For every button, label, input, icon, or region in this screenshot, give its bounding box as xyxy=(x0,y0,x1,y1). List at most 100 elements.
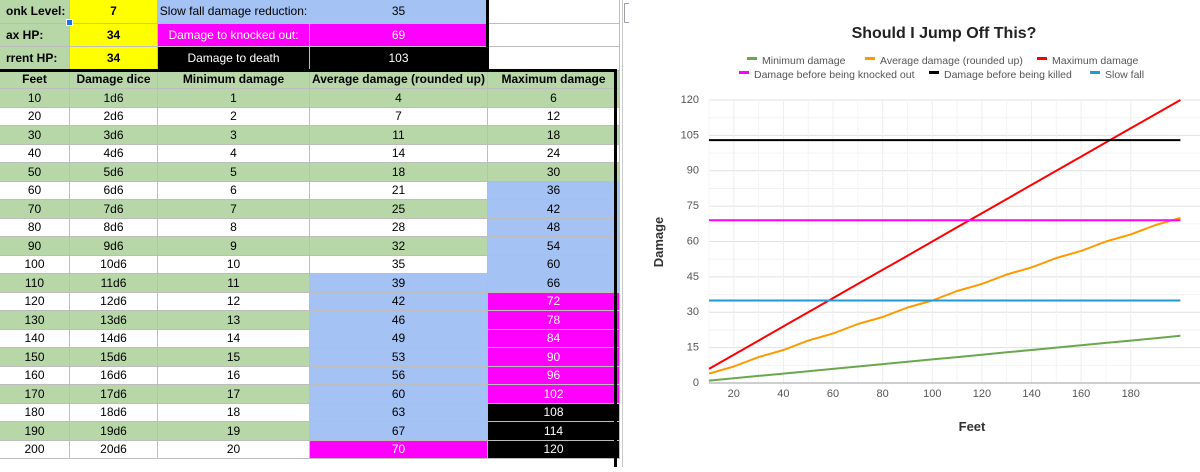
dice-cell[interactable]: 19d6 xyxy=(70,422,158,441)
empty-cell[interactable] xyxy=(488,23,620,47)
info-value-cell[interactable]: 34 xyxy=(70,47,158,71)
dice-cell[interactable]: 7d6 xyxy=(70,200,158,219)
avg-damage-cell[interactable]: 53 xyxy=(310,348,488,367)
avg-damage-cell[interactable]: 25 xyxy=(310,200,488,219)
min-damage-cell[interactable]: 16 xyxy=(158,366,310,385)
min-damage-cell[interactable]: 5 xyxy=(158,163,310,182)
feet-cell[interactable]: 110 xyxy=(0,274,70,293)
dice-cell[interactable]: 5d6 xyxy=(70,163,158,182)
info-label-cell[interactable]: Damage to knocked out: xyxy=(158,23,310,47)
dice-cell[interactable]: 15d6 xyxy=(70,348,158,367)
feet-cell[interactable]: 30 xyxy=(0,126,70,145)
min-damage-cell[interactable]: 4 xyxy=(158,144,310,163)
feet-cell[interactable]: 10 xyxy=(0,89,70,108)
avg-damage-cell[interactable]: 46 xyxy=(310,311,488,330)
dice-cell[interactable]: 4d6 xyxy=(70,144,158,163)
min-damage-cell[interactable]: 9 xyxy=(158,237,310,256)
info-value-cell[interactable]: 69 xyxy=(310,23,488,47)
min-damage-cell[interactable]: 11 xyxy=(158,274,310,293)
max-damage-cell[interactable]: 108 xyxy=(488,403,620,422)
min-damage-cell[interactable]: 17 xyxy=(158,385,310,404)
max-damage-cell[interactable]: 18 xyxy=(488,126,620,145)
avg-damage-cell[interactable]: 39 xyxy=(310,274,488,293)
dice-cell[interactable]: 10d6 xyxy=(70,255,158,274)
avg-damage-cell[interactable]: 49 xyxy=(310,329,488,348)
dice-cell[interactable]: 16d6 xyxy=(70,366,158,385)
feet-cell[interactable]: 160 xyxy=(0,366,70,385)
column-header[interactable]: Maximum damage xyxy=(488,70,620,89)
avg-damage-cell[interactable]: 67 xyxy=(310,422,488,441)
feet-cell[interactable]: 90 xyxy=(0,237,70,256)
column-header[interactable]: Damage dice xyxy=(70,70,158,89)
dice-cell[interactable]: 11d6 xyxy=(70,274,158,293)
info-label-cell[interactable]: Damage to death xyxy=(158,47,310,71)
dice-cell[interactable]: 2d6 xyxy=(70,107,158,126)
selection-handle[interactable] xyxy=(66,19,73,26)
info-value-cell[interactable]: 34 xyxy=(70,23,158,47)
dice-cell[interactable]: 9d6 xyxy=(70,237,158,256)
max-damage-cell[interactable]: 102 xyxy=(488,385,620,404)
column-header[interactable]: Feet xyxy=(0,70,70,89)
info-label-cell[interactable]: ax HP: xyxy=(0,23,70,47)
chart-panel[interactable]: Should I Jump Off This? Minimum damage Ave… xyxy=(629,0,1200,467)
dice-cell[interactable]: 13d6 xyxy=(70,311,158,330)
avg-damage-cell[interactable]: 11 xyxy=(310,126,488,145)
feet-cell[interactable]: 130 xyxy=(0,311,70,330)
feet-cell[interactable]: 140 xyxy=(0,329,70,348)
feet-cell[interactable]: 80 xyxy=(0,218,70,237)
avg-damage-cell[interactable]: 60 xyxy=(310,385,488,404)
info-label-cell[interactable]: rrent HP: xyxy=(0,47,70,71)
max-damage-cell[interactable]: 90 xyxy=(488,348,620,367)
feet-cell[interactable]: 170 xyxy=(0,385,70,404)
line-chart[interactable]: Should I Jump Off This? Minimum damage Ave… xyxy=(629,0,1200,467)
min-damage-cell[interactable]: 8 xyxy=(158,218,310,237)
dice-cell[interactable]: 6d6 xyxy=(70,181,158,200)
feet-cell[interactable]: 150 xyxy=(0,348,70,367)
feet-cell[interactable]: 20 xyxy=(0,107,70,126)
max-damage-cell[interactable]: 114 xyxy=(488,422,620,441)
min-damage-cell[interactable]: 1 xyxy=(158,89,310,108)
feet-cell[interactable]: 70 xyxy=(0,200,70,219)
dice-cell[interactable]: 14d6 xyxy=(70,329,158,348)
avg-damage-cell[interactable]: 63 xyxy=(310,403,488,422)
dice-cell[interactable]: 18d6 xyxy=(70,403,158,422)
min-damage-cell[interactable]: 12 xyxy=(158,292,310,311)
column-header[interactable]: Minimum damage xyxy=(158,70,310,89)
dice-cell[interactable]: 12d6 xyxy=(70,292,158,311)
max-damage-cell[interactable]: 78 xyxy=(488,311,620,330)
empty-cell[interactable] xyxy=(488,47,620,71)
avg-damage-cell[interactable]: 7 xyxy=(310,107,488,126)
feet-cell[interactable]: 190 xyxy=(0,422,70,441)
feet-cell[interactable]: 180 xyxy=(0,403,70,422)
feet-cell[interactable]: 60 xyxy=(0,181,70,200)
max-damage-cell[interactable]: 12 xyxy=(488,107,620,126)
min-damage-cell[interactable]: 3 xyxy=(158,126,310,145)
max-damage-cell[interactable]: 120 xyxy=(488,440,620,459)
avg-damage-cell[interactable]: 21 xyxy=(310,181,488,200)
column-header[interactable]: Average damage (rounded up) xyxy=(310,70,488,89)
min-damage-cell[interactable]: 6 xyxy=(158,181,310,200)
avg-damage-cell[interactable]: 14 xyxy=(310,144,488,163)
max-damage-cell[interactable]: 96 xyxy=(488,366,620,385)
avg-damage-cell[interactable]: 35 xyxy=(310,255,488,274)
min-damage-cell[interactable]: 19 xyxy=(158,422,310,441)
avg-damage-cell[interactable]: 18 xyxy=(310,163,488,182)
max-damage-cell[interactable]: 54 xyxy=(488,237,620,256)
max-damage-cell[interactable]: 84 xyxy=(488,329,620,348)
avg-damage-cell[interactable]: 4 xyxy=(310,89,488,108)
max-damage-cell[interactable]: 72 xyxy=(488,292,620,311)
max-damage-cell[interactable]: 30 xyxy=(488,163,620,182)
dice-cell[interactable]: 3d6 xyxy=(70,126,158,145)
feet-cell[interactable]: 120 xyxy=(0,292,70,311)
dice-cell[interactable]: 1d6 xyxy=(70,89,158,108)
min-damage-cell[interactable]: 18 xyxy=(158,403,310,422)
dice-cell[interactable]: 20d6 xyxy=(70,440,158,459)
info-value-cell[interactable]: 7 xyxy=(70,0,158,24)
min-damage-cell[interactable]: 15 xyxy=(158,348,310,367)
min-damage-cell[interactable]: 14 xyxy=(158,329,310,348)
dice-cell[interactable]: 17d6 xyxy=(70,385,158,404)
info-label-cell[interactable]: onk Level: xyxy=(0,0,70,24)
min-damage-cell[interactable]: 2 xyxy=(158,107,310,126)
max-damage-cell[interactable]: 36 xyxy=(488,181,620,200)
avg-damage-cell[interactable]: 70 xyxy=(310,440,488,459)
